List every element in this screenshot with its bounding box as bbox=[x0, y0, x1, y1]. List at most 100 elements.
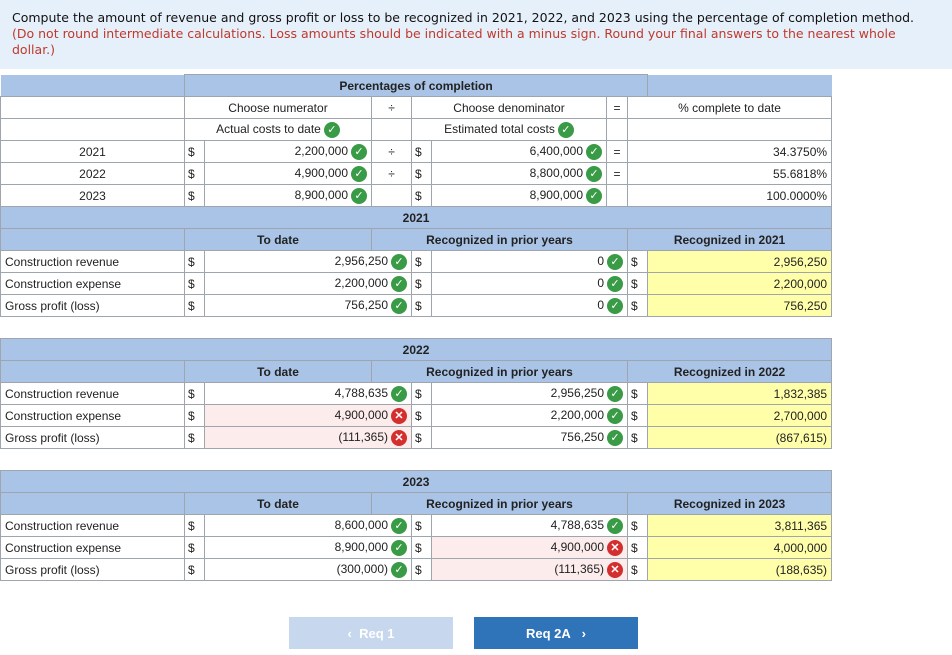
numerator-input[interactable]: 2,200,000 ✓ bbox=[204, 140, 372, 163]
check-icon: ✓ bbox=[391, 517, 407, 534]
instructions-main: Compute the amount of revenue and gross … bbox=[12, 10, 915, 25]
dollar-sign: $ bbox=[411, 382, 432, 405]
dollar-sign: $ bbox=[411, 294, 432, 317]
prev-button[interactable]: ‹ Req 1 bbox=[289, 617, 453, 649]
check-icon: ✓ bbox=[351, 187, 367, 204]
row-label-revenue: Construction revenue bbox=[0, 250, 185, 273]
row-label-revenue: Construction revenue bbox=[0, 382, 185, 405]
denominator-input[interactable]: 6,400,000 ✓ bbox=[431, 140, 607, 163]
prev-label: Req 1 bbox=[359, 625, 395, 641]
dollar-sign: $ bbox=[184, 382, 205, 405]
col-prior-years: Recognized in prior years bbox=[371, 360, 628, 383]
check-icon: ✓ bbox=[391, 385, 407, 402]
denominator-input[interactable]: 8,900,000 ✓ bbox=[431, 184, 607, 207]
dollar-sign: $ bbox=[184, 404, 205, 427]
prior-input[interactable]: 2,200,000 ✓ bbox=[431, 404, 628, 427]
dollar-sign: $ bbox=[184, 514, 205, 537]
dollar-sign: $ bbox=[626, 294, 649, 317]
to-date-input[interactable]: 756,250 ✓ bbox=[204, 294, 412, 317]
recognized-value: (867,615) bbox=[647, 426, 833, 449]
dollar-sign: $ bbox=[411, 272, 432, 295]
check-icon: ✓ bbox=[586, 143, 602, 160]
divide-sign: ÷ bbox=[371, 162, 412, 185]
equals-sign: = bbox=[606, 140, 628, 163]
prior-input[interactable]: 4,900,000 ✕ bbox=[431, 536, 628, 559]
dollar-sign: $ bbox=[626, 404, 649, 427]
col-recognized-current: Recognized in 2022 bbox=[626, 360, 833, 383]
row-label-gross-profit: Gross profit (loss) bbox=[0, 294, 185, 317]
dollar-sign: $ bbox=[184, 272, 205, 295]
dollar-sign: $ bbox=[184, 294, 205, 317]
recognized-value: 3,811,365 bbox=[647, 514, 833, 537]
divide-sign: ÷ bbox=[371, 96, 412, 119]
row-label-gross-profit: Gross profit (loss) bbox=[0, 558, 185, 581]
to-date-input[interactable]: (111,365) ✕ bbox=[204, 426, 412, 449]
dollar-sign: $ bbox=[626, 558, 649, 581]
prior-input[interactable]: 2,956,250 ✓ bbox=[431, 382, 628, 405]
dollar-sign: $ bbox=[184, 162, 205, 185]
pct-header: Percentages of completion bbox=[183, 74, 649, 97]
pct-year: 2023 bbox=[0, 184, 185, 207]
dollar-sign: $ bbox=[626, 426, 649, 449]
divide-sign: ÷ bbox=[371, 140, 412, 163]
dollar-sign: $ bbox=[411, 426, 432, 449]
dollar-sign: $ bbox=[411, 404, 432, 427]
x-icon: ✕ bbox=[391, 407, 407, 424]
to-date-input[interactable]: 2,200,000 ✓ bbox=[204, 272, 412, 295]
denominator-input[interactable]: 8,800,000 ✓ bbox=[431, 162, 607, 185]
to-date-input[interactable]: 2,956,250 ✓ bbox=[204, 250, 412, 273]
dollar-sign: $ bbox=[411, 140, 432, 163]
year-header-2022: 2022 bbox=[0, 338, 833, 361]
numerator-select[interactable]: Actual costs to date ✓ bbox=[184, 118, 372, 141]
dollar-sign: $ bbox=[184, 536, 205, 559]
check-icon: ✓ bbox=[586, 187, 602, 204]
check-icon: ✓ bbox=[557, 121, 574, 138]
to-date-input[interactable]: 8,900,000 ✓ bbox=[204, 536, 412, 559]
recognized-value: 1,832,385 bbox=[647, 382, 833, 405]
prior-input[interactable]: 756,250 ✓ bbox=[431, 426, 628, 449]
dollar-sign: $ bbox=[626, 250, 649, 273]
check-icon: ✓ bbox=[607, 429, 623, 446]
recognized-value: 756,250 bbox=[647, 294, 833, 317]
dollar-sign: $ bbox=[626, 272, 649, 295]
col-recognized-current: Recognized in 2023 bbox=[626, 492, 833, 515]
check-icon: ✓ bbox=[323, 121, 340, 138]
numerator-input[interactable]: 4,900,000 ✓ bbox=[204, 162, 372, 185]
dollar-sign: $ bbox=[411, 184, 432, 207]
recognized-value: 2,200,000 bbox=[647, 272, 833, 295]
equals-sign: = bbox=[606, 96, 628, 119]
check-icon: ✓ bbox=[391, 297, 407, 314]
prior-input[interactable]: 4,788,635 ✓ bbox=[431, 514, 628, 537]
completion-table: Percentages of completion Choose numerat… bbox=[0, 74, 833, 581]
prior-input[interactable]: 0 ✓ bbox=[431, 250, 628, 273]
col-recognized-current: Recognized in 2021 bbox=[626, 228, 833, 251]
to-date-input[interactable]: (300,000) ✓ bbox=[204, 558, 412, 581]
dollar-sign: $ bbox=[411, 514, 432, 537]
check-icon: ✓ bbox=[607, 275, 623, 292]
equals-sign: = bbox=[606, 162, 628, 185]
col-to-date: To date bbox=[184, 228, 372, 251]
denominator-select[interactable]: Estimated total costs ✓ bbox=[411, 118, 607, 141]
row-label-gross-profit: Gross profit (loss) bbox=[0, 426, 185, 449]
prior-input[interactable]: 0 ✓ bbox=[431, 272, 628, 295]
col-to-date: To date bbox=[184, 360, 372, 383]
dollar-sign: $ bbox=[184, 140, 205, 163]
col-prior-years: Recognized in prior years bbox=[371, 228, 628, 251]
next-button[interactable]: Req 2A › bbox=[474, 617, 638, 649]
numerator-input[interactable]: 8,900,000 ✓ bbox=[204, 184, 372, 207]
to-date-input[interactable]: 4,900,000 ✕ bbox=[204, 404, 412, 427]
recognized-value: 2,956,250 bbox=[647, 250, 833, 273]
check-icon: ✓ bbox=[391, 253, 407, 270]
pct-year: 2021 bbox=[0, 140, 185, 163]
to-date-input[interactable]: 8,600,000 ✓ bbox=[204, 514, 412, 537]
pct-result: 55.6818% bbox=[626, 162, 833, 185]
prior-input[interactable]: (111,365) ✕ bbox=[431, 558, 628, 581]
dollar-sign: $ bbox=[626, 382, 649, 405]
col-prior-years: Recognized in prior years bbox=[371, 492, 628, 515]
to-date-input[interactable]: 4,788,635 ✓ bbox=[204, 382, 412, 405]
row-label-expense: Construction expense bbox=[0, 272, 185, 295]
dollar-sign: $ bbox=[184, 426, 205, 449]
x-icon: ✕ bbox=[607, 539, 623, 556]
prior-input[interactable]: 0 ✓ bbox=[431, 294, 628, 317]
recognized-value: 2,700,000 bbox=[647, 404, 833, 427]
